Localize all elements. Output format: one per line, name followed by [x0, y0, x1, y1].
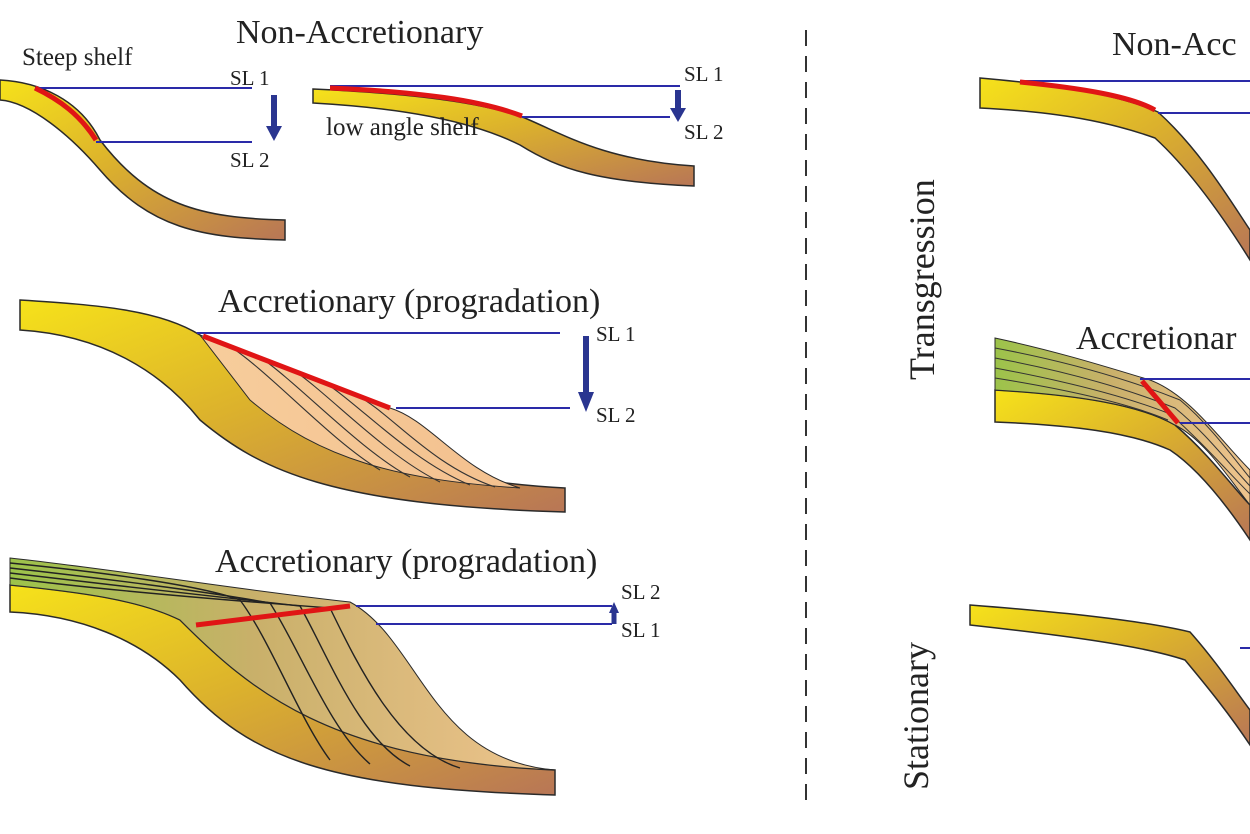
transgression-row-label: Transgression: [902, 179, 942, 380]
stationary-row-label: Stationary: [896, 642, 936, 790]
low-sl1-label: SL 1: [684, 62, 724, 86]
middle-sl1-label: SL 1: [596, 322, 636, 346]
low-angle-shelf-label: low angle shelf: [326, 114, 479, 141]
non-accretionary-title: Non-Accretionary: [236, 14, 484, 51]
steep-sl1-label: SL 1: [230, 66, 270, 90]
accretionary-progradation-title-2: Accretionary (progradation): [215, 543, 598, 580]
progradation-falling-profile: [19, 299, 594, 513]
stationary-profile: [969, 604, 1250, 747]
transgression-accretionary-profile: [994, 337, 1250, 542]
transgression-non-accretionary-profile: [979, 77, 1250, 262]
bottom-sl1-label: SL 1: [621, 618, 661, 642]
low-sl2-label: SL 2: [684, 120, 724, 144]
low-angle-shelf-profile: [312, 85, 695, 187]
bottom-sl2-label: SL 2: [621, 580, 661, 604]
right-accretionary-title: Accretionar: [1076, 320, 1237, 357]
right-non-accretionary-title: Non-Acc: [1112, 26, 1237, 63]
middle-sl2-label: SL 2: [596, 403, 636, 427]
steep-shelf-label: Steep shelf: [22, 44, 133, 71]
accretionary-progradation-title-1: Accretionary (progradation): [218, 283, 601, 320]
steep-sl2-label: SL 2: [230, 148, 270, 172]
progradation-rising-profile: [9, 557, 619, 796]
steep-shelf-profile: [0, 79, 286, 241]
